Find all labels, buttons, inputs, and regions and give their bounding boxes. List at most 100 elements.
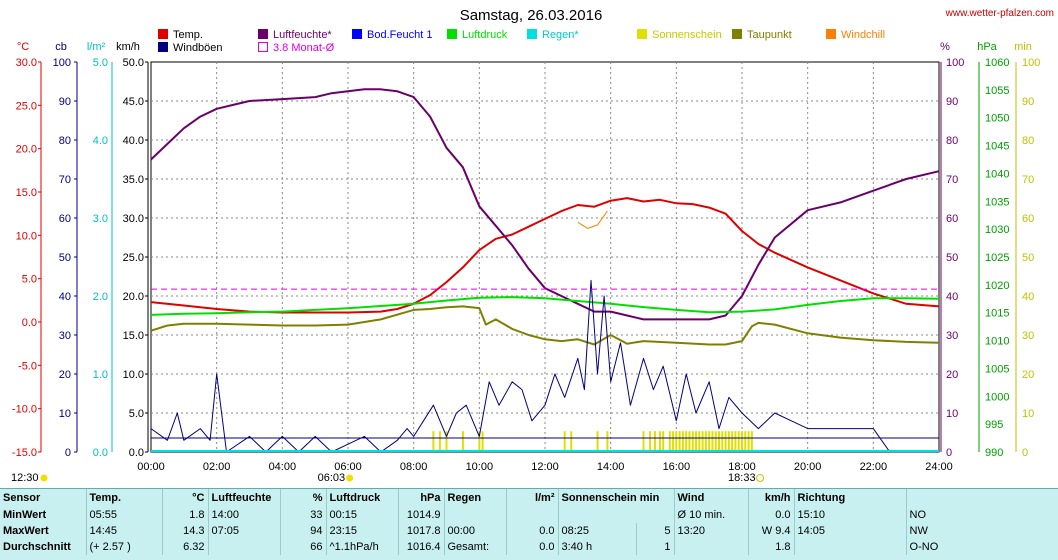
sunshine-bar [478, 431, 481, 452]
tick-label: 80 [59, 135, 71, 147]
tick-label: 0.0 [22, 317, 37, 329]
tick-label: 50 [59, 252, 71, 264]
avg-hum-blank [208, 539, 281, 555]
max-temp-value: 14.3 [162, 523, 209, 539]
legend-swatch [158, 29, 168, 39]
tick-label: 10.0 [16, 230, 37, 242]
min-wind-label: Ø 10 min. [674, 507, 749, 523]
stats-table: Sensor Temp. °C Luftfeuchte % Luftdruck … [0, 489, 1058, 555]
max-wind-value: W 9.4 [748, 523, 795, 539]
stats-row-min: MinWert 05:55 1.8 14:00 33 00:15 1014.9 … [0, 507, 1058, 523]
min-label: MinWert [0, 507, 87, 523]
hdr-rain-unit: l/m² [506, 489, 559, 507]
hdr-humidity-unit: % [280, 489, 327, 507]
tick-label: 100 [1022, 57, 1040, 69]
tick-label: 20 [1022, 369, 1034, 381]
tick-label: 40 [946, 291, 958, 303]
series-line-taupunkt [150, 305, 940, 346]
min-press-time: 00:15 [326, 507, 399, 523]
tick-label: 100 [946, 57, 964, 69]
tick-label: 25.0 [123, 252, 144, 264]
tick-label: 80 [1022, 135, 1034, 147]
min-sun [558, 507, 675, 523]
max-hum-time: 07:05 [208, 523, 281, 539]
sun-icon [40, 474, 48, 482]
tick-label: 35.0 [123, 174, 144, 186]
legend-label: Taupunkt [747, 29, 792, 41]
tick-label: 5.0 [129, 408, 144, 420]
axis-unit: % [940, 41, 950, 53]
tick-label: 30.0 [123, 213, 144, 225]
avg-dir-value: O-NO [906, 539, 1058, 555]
tick-label: 1040 [985, 168, 1009, 180]
x-tick-label: 06:00 [334, 461, 362, 473]
series-line-temp- [150, 197, 940, 314]
tick-label: 60 [946, 213, 958, 225]
sunshine-bar [744, 431, 747, 452]
avg-dir-blank [794, 539, 907, 555]
max-wind-time: 13:20 [674, 523, 749, 539]
x-tick-label: 16:00 [663, 461, 691, 473]
avg-wind-blank [674, 539, 749, 555]
legend-label: Windchill [841, 29, 885, 41]
stats-panel: Sensor Temp. °C Luftfeuchte % Luftdruck … [0, 488, 1058, 560]
tick-label: 5.0 [93, 57, 108, 69]
series-lines [150, 88, 940, 453]
tick-label: 1060 [985, 57, 1009, 69]
sunshine-bar [563, 431, 566, 452]
tick-label: 30 [59, 330, 71, 342]
axis-unit: l/m² [87, 41, 106, 53]
tick-label: 20.0 [123, 291, 144, 303]
tick-label: 20 [59, 369, 71, 381]
sunshine-bar [675, 431, 678, 452]
legend-swatch [258, 29, 268, 39]
legend-label: Sonnenschein [652, 29, 722, 41]
x-tick-label: 02:00 [203, 461, 231, 473]
tick-label: 1.0 [93, 369, 108, 381]
sunshine-bar [714, 431, 717, 452]
tick-label: 40 [59, 291, 71, 303]
legend-swatch [527, 29, 537, 39]
max-dir-value: NW [906, 523, 1058, 539]
sunshine-bar [662, 431, 665, 452]
hdr-temp-unit: °C [162, 489, 209, 507]
hdr-wind-unit: km/h [748, 489, 795, 507]
x-tick-label: 20:00 [794, 461, 822, 473]
tick-label: 10.0 [123, 369, 144, 381]
grid [150, 61, 940, 453]
tick-label: 10 [59, 408, 71, 420]
min-hum-value: 33 [280, 507, 327, 523]
tick-label: 50 [1022, 252, 1034, 264]
sunshine-bar [685, 431, 688, 452]
hdr-pressure-unit: hPa [398, 489, 445, 507]
tick-label: 1015 [985, 308, 1009, 320]
min-press-value: 1014.9 [398, 507, 445, 523]
site-link[interactable]: www.wetter-pfalzen.com [945, 8, 1054, 19]
legend-label: Temp. [173, 29, 203, 41]
sunshine-bar [724, 431, 727, 452]
axes: °C cb l/m² km/h% hPa min 30.0 25.0 20.0 15.0 10.0 5… [12, 41, 1040, 473]
tick-label: 70 [1022, 174, 1034, 186]
tick-label: 70 [946, 174, 958, 186]
series-line-luftfeuchte- [150, 88, 940, 321]
sunshine-bar [481, 431, 484, 452]
tick-label: 15.0 [123, 330, 144, 342]
legend-swatch [352, 29, 362, 39]
sunshine-bar [678, 431, 681, 452]
max-rain-time: 00:00 [444, 523, 507, 539]
sunshine-bar [658, 431, 661, 452]
max-temp-time: 14:45 [86, 523, 163, 539]
sunrise-icon [346, 474, 354, 482]
hdr-direction: Richtung [794, 489, 907, 507]
max-sun-time: 08:25 [558, 523, 637, 539]
tick-label: 0 [65, 447, 71, 459]
min-wind-value: 0.0 [748, 507, 795, 523]
legend-swatch [447, 29, 457, 39]
tick-label: 2.0 [93, 291, 108, 303]
min-dir-value: NO [906, 507, 1058, 523]
x-tick-label: 10:00 [466, 461, 494, 473]
sunshine-bar [461, 431, 464, 452]
max-press-time: 23:15 [326, 523, 399, 539]
avg-press-trend: ^1.1hPa/h [326, 539, 399, 555]
tick-label: 50.0 [123, 57, 144, 69]
